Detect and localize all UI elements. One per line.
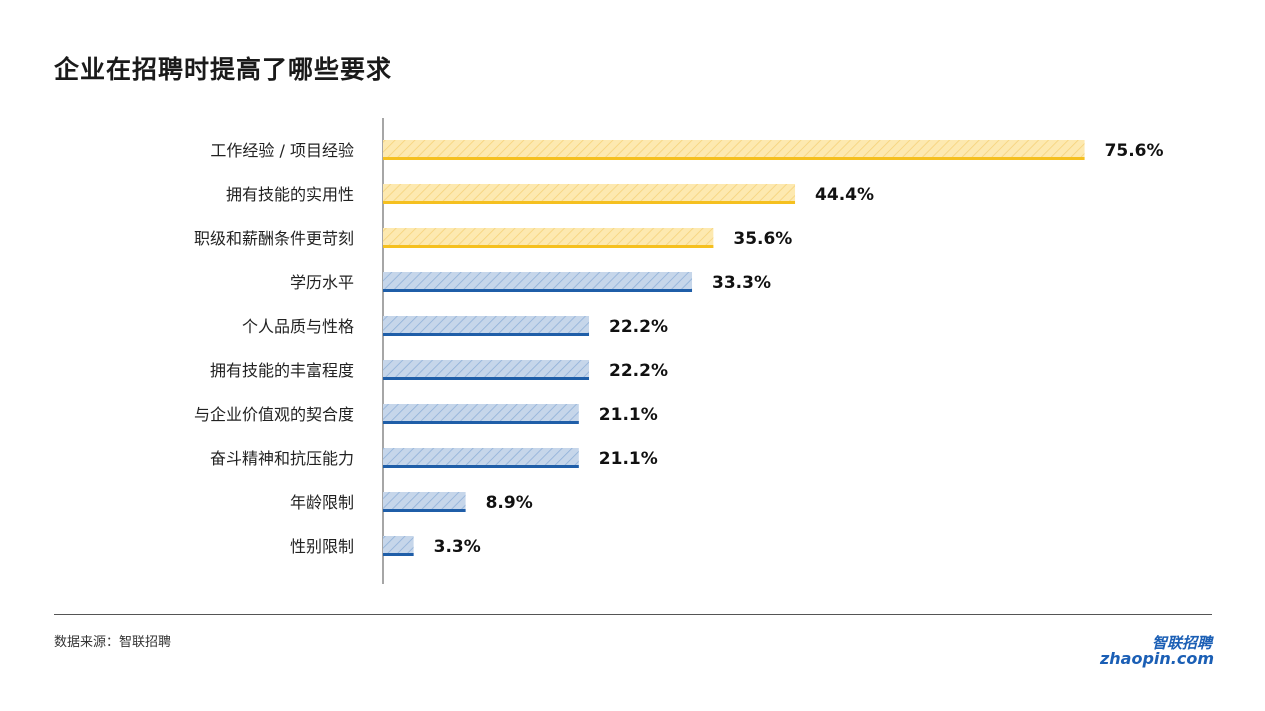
page-title: 企业在招聘时提高了哪些要求 bbox=[54, 55, 393, 84]
logo-en-text: zhaopin.com bbox=[1099, 649, 1214, 668]
category-label: 与企业价值观的契合度 bbox=[194, 405, 354, 424]
category-label: 学历水平 bbox=[290, 273, 354, 292]
value-label: 21.1% bbox=[599, 449, 658, 469]
logo-cn-text: 智联招聘 bbox=[1151, 634, 1212, 652]
bar bbox=[383, 184, 796, 204]
bar-baseline bbox=[383, 465, 579, 468]
value-label: 75.6% bbox=[1105, 141, 1164, 161]
value-label: 8.9% bbox=[486, 493, 533, 513]
category-label: 个人品质与性格 bbox=[242, 317, 354, 336]
value-label: 22.2% bbox=[609, 361, 668, 381]
bar-baseline bbox=[383, 377, 590, 380]
value-label: 22.2% bbox=[609, 317, 668, 337]
category-label: 拥有技能的实用性 bbox=[226, 185, 354, 204]
category-label: 奋斗精神和抗压能力 bbox=[210, 449, 354, 468]
category-label: 职级和薪酬条件更苛刻 bbox=[194, 229, 354, 248]
value-label: 3.3% bbox=[434, 537, 481, 557]
bar bbox=[383, 140, 1085, 160]
category-label: 年龄限制 bbox=[290, 493, 354, 512]
bar-baseline bbox=[383, 201, 796, 204]
bar bbox=[383, 492, 466, 512]
bar-baseline bbox=[383, 333, 590, 336]
bar-baseline bbox=[383, 289, 693, 292]
bar-chart: 工作经验 / 项目经验 75.6% 拥有技能的实用性 44.4% 职级和薪酬条件更苛刻 3… bbox=[194, 118, 1164, 584]
footer-divider bbox=[54, 614, 1212, 615]
value-label: 21.1% bbox=[599, 405, 658, 425]
value-label: 35.6% bbox=[733, 229, 792, 249]
bar-baseline bbox=[383, 421, 579, 424]
bar bbox=[383, 228, 714, 248]
value-label: 44.4% bbox=[815, 185, 874, 205]
bar bbox=[383, 404, 579, 424]
data-source: 数据来源：智联招聘 bbox=[54, 635, 172, 650]
bar-baseline bbox=[383, 553, 414, 556]
category-label: 工作经验 / 项目经验 bbox=[210, 141, 354, 160]
bar-baseline bbox=[383, 157, 1085, 160]
bar bbox=[383, 448, 579, 468]
value-label: 33.3% bbox=[712, 273, 771, 293]
category-label: 性别限制 bbox=[290, 537, 354, 556]
bar bbox=[383, 536, 414, 556]
bar-baseline bbox=[383, 245, 714, 248]
bar bbox=[383, 272, 693, 292]
bar bbox=[383, 316, 590, 336]
bar bbox=[383, 360, 590, 380]
category-label: 拥有技能的丰富程度 bbox=[210, 361, 354, 380]
bar-baseline bbox=[383, 509, 466, 512]
zhaopin-logo: 智联招聘 zhaopin.com bbox=[1100, 632, 1216, 672]
